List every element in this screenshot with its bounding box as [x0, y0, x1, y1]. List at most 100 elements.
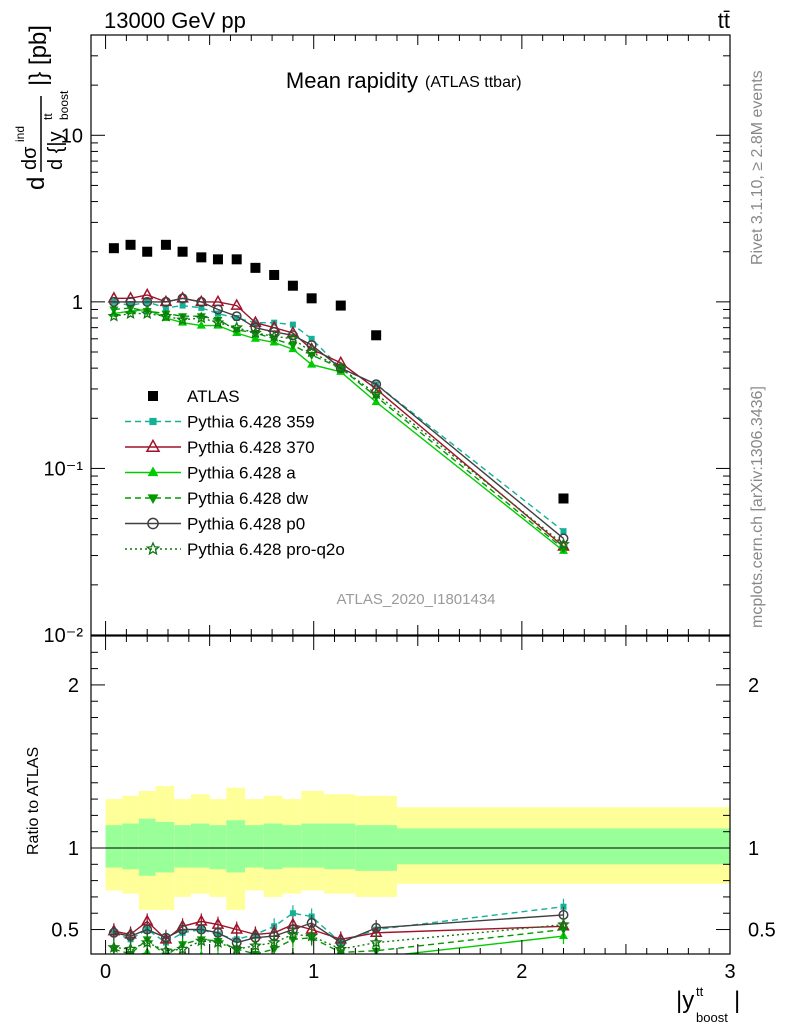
series-line	[113, 312, 564, 545]
ratio-point	[340, 953, 341, 954]
ratio-ytick-label: 2	[68, 675, 79, 697]
mcplots-label: mcplots.cern.ch [arXiv:1306.3436]	[749, 386, 766, 628]
band-inner-bin	[209, 825, 227, 870]
main-ytick-label: 10⁻²	[44, 625, 84, 647]
svg-text:|} [pb]: |} [pb]	[25, 25, 52, 86]
data-point	[287, 330, 298, 341]
data-point	[140, 306, 154, 320]
energy-label: 13000 GeV pp	[104, 8, 246, 33]
data-point	[194, 311, 208, 324]
xtick-label: 2	[516, 961, 527, 983]
data-point	[159, 309, 173, 322]
main-ytick-label: 1	[72, 292, 83, 314]
ratio-ytick-label-right: 1	[748, 838, 759, 860]
ratio-point	[369, 935, 383, 948]
main-frame	[90, 34, 731, 636]
main-ytick-label: 10	[61, 125, 83, 147]
band-inner-bin	[190, 823, 210, 868]
band-inner-bin	[138, 818, 156, 876]
ratio-frame	[90, 635, 731, 955]
data-point	[288, 342, 298, 351]
ratio-ytick-label: 0.5	[51, 920, 79, 942]
ratio-point	[371, 922, 382, 933]
data-point	[267, 329, 281, 342]
data-point	[160, 239, 171, 250]
data-point	[198, 304, 205, 311]
ratio-point	[161, 957, 170, 965]
svg-text:ind: ind	[13, 126, 27, 142]
series-6	[107, 306, 570, 550]
series-0	[108, 239, 569, 504]
ratio-point	[560, 903, 567, 910]
ratio-point	[194, 934, 208, 947]
band-inner-bin	[174, 825, 191, 868]
ratio-point	[125, 931, 136, 942]
data-point	[287, 280, 298, 291]
data-point	[212, 254, 223, 265]
ratio-point	[232, 960, 241, 968]
data-point	[269, 269, 280, 280]
ratio-point	[230, 922, 243, 934]
data-point	[233, 314, 240, 321]
data-point	[176, 313, 189, 326]
data-point	[286, 332, 300, 345]
data-point	[196, 313, 206, 322]
data-point	[306, 293, 317, 304]
legend-marker	[147, 494, 159, 504]
data-point	[108, 243, 119, 254]
ratio-point	[557, 917, 570, 931]
data-point	[334, 361, 348, 374]
band-inner-bin	[263, 823, 283, 870]
data-point	[140, 287, 154, 300]
ratio-series-5	[107, 916, 570, 954]
band-inner-bin	[122, 823, 139, 870]
data-point	[179, 302, 186, 309]
legend-label: Pythia 6.428 a	[187, 464, 296, 483]
legend-marker	[149, 417, 157, 426]
ratio-point	[177, 924, 188, 935]
data-point	[178, 313, 188, 322]
legend-label: Pythia 6.428 359	[187, 413, 315, 432]
data-point	[142, 296, 153, 307]
data-point	[557, 537, 570, 550]
legend-marker	[147, 466, 159, 477]
legend: ATLAS Pythia 6.428 359 Pythia 6.428 370 Pyt…	[125, 387, 345, 559]
ratio-ytick-label: 1	[68, 838, 79, 860]
ratio-point	[230, 942, 244, 954]
data-point	[211, 294, 225, 307]
ratio-ylabel: Ratio to ATLAS	[25, 747, 42, 855]
band-inner-bin	[245, 825, 264, 868]
band-inner-bin	[105, 825, 123, 868]
ratio-xlabel: |y tt boost |	[676, 984, 740, 1024]
ratio-point	[160, 932, 171, 943]
data-point	[335, 300, 346, 311]
data-point	[107, 291, 121, 303]
data-point	[124, 306, 137, 320]
data-point	[160, 296, 171, 307]
legend-marker	[145, 438, 161, 452]
data-point	[211, 316, 225, 329]
data-point	[230, 321, 244, 334]
data-point	[289, 321, 296, 328]
ratio-line	[113, 923, 564, 952]
ratio-point	[270, 959, 279, 967]
svg-text:d {|y: d {|y	[45, 131, 67, 170]
data-point	[369, 387, 383, 400]
svg-text:|y: |y	[676, 987, 694, 1014]
chart-subtitle: (ATLAS ttbar)	[425, 74, 522, 91]
band-inner-bin	[282, 825, 302, 868]
data-point	[306, 340, 317, 351]
series-4	[109, 304, 568, 554]
ratio-point	[334, 942, 348, 954]
band-inner-bin	[396, 828, 730, 865]
xtick-label: 3	[724, 961, 735, 983]
band-inner-bin	[324, 823, 356, 870]
ratio-point	[289, 910, 296, 917]
data-point	[125, 239, 136, 250]
data-point	[305, 345, 319, 358]
ratio-point	[176, 942, 189, 954]
svg-text:boost: boost	[57, 90, 71, 120]
data-point	[231, 311, 242, 322]
svg-text:tt: tt	[41, 113, 55, 120]
